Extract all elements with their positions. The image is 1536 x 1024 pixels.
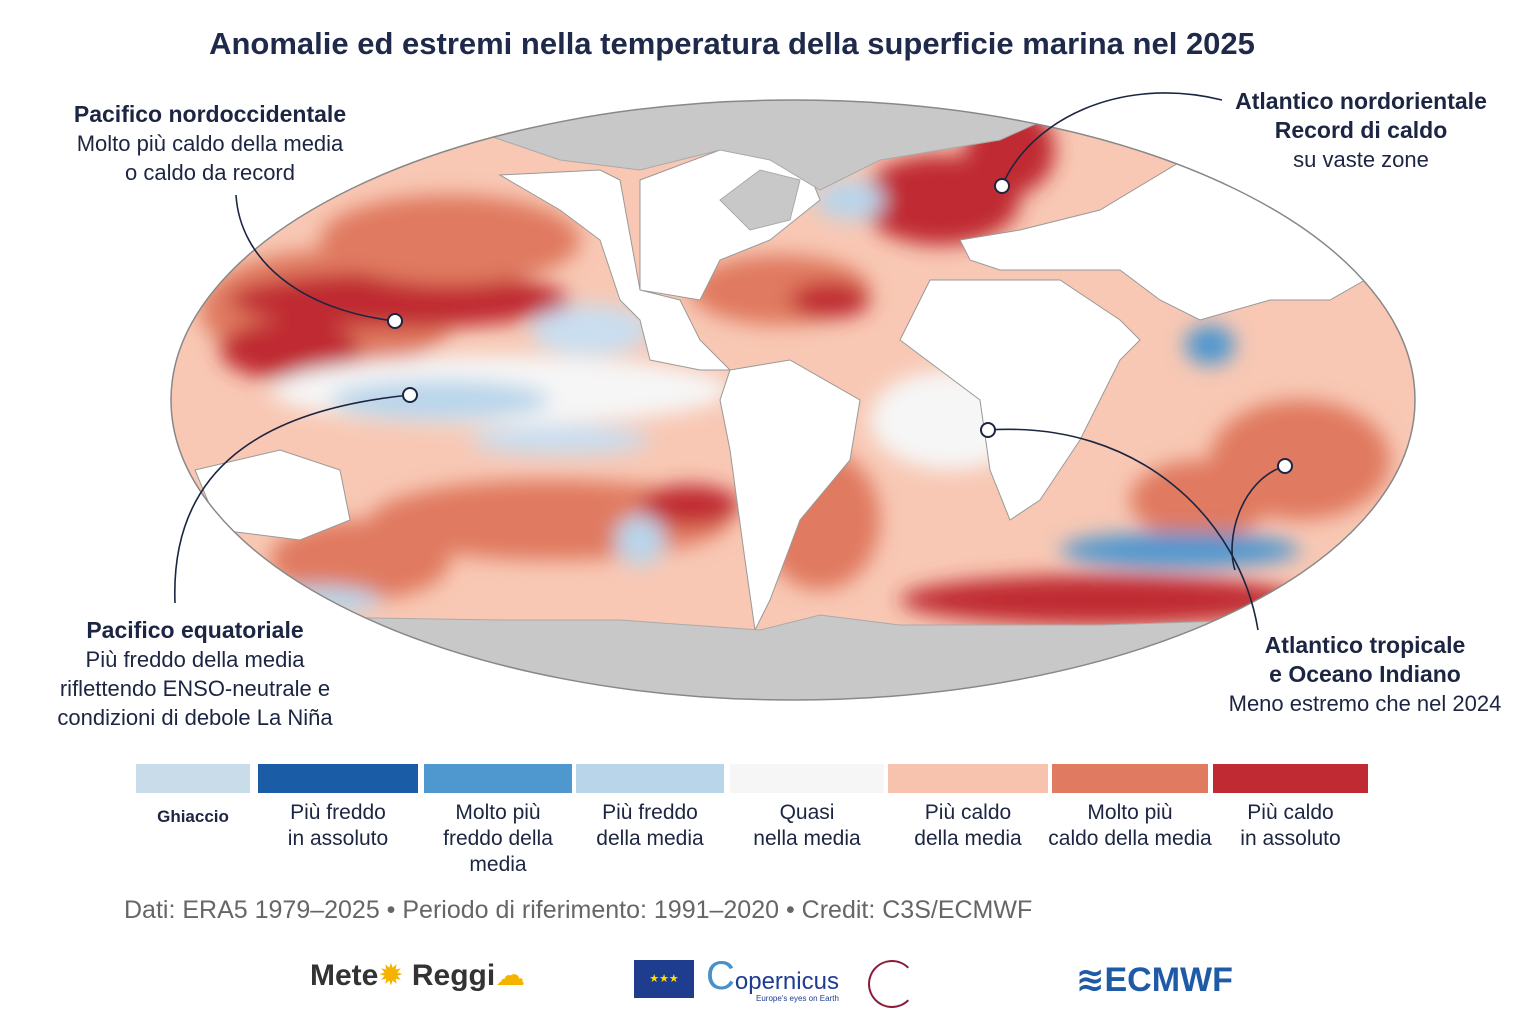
legend-swatch	[730, 764, 884, 793]
legend-swatch	[258, 764, 418, 793]
meteoreggio-logo: Mete✹ Reggi☁	[310, 958, 525, 993]
legend-label-line: Ghiaccio	[157, 807, 229, 826]
annotation-heading: Atlantico tropicale	[1264, 632, 1466, 658]
page-title: Anomalie ed estremi nella temperatura de…	[209, 26, 1255, 61]
ecmwf-logo: ≋ECMWF	[1076, 960, 1233, 1000]
legend-label-line: media	[469, 853, 527, 876]
marker-pacifico-nordoccidentale	[387, 313, 403, 329]
legend-label: Molto più caldo della media	[1042, 800, 1218, 852]
legend-label: Più freddo della media	[566, 800, 734, 852]
annotation-text: riflettendo ENSO-neutrale e	[59, 676, 331, 701]
annotation-pacifico-equatoriale: Pacifico equatoriale Più freddo della me…	[40, 616, 350, 732]
legend-label: Più caldo in assoluto	[1203, 800, 1378, 852]
logo-text: opernicus	[734, 968, 839, 995]
marker-pacifico-equatoriale	[402, 387, 418, 403]
marker-oceano-indiano	[1277, 458, 1293, 474]
copernicus-logo: Copernicus Europe's eyes on Earth	[706, 954, 839, 1003]
legend-swatch	[576, 764, 724, 793]
annotation-text: o caldo da record	[125, 160, 295, 185]
ecmwf-wave-icon: ≋	[1076, 961, 1105, 999]
c3s-logo	[868, 960, 916, 1008]
legend-label: Più caldo della media	[878, 800, 1058, 852]
legend-label-line: Più caldo	[924, 801, 1012, 824]
globe-outline	[170, 99, 1416, 701]
logo-text: C	[706, 954, 735, 998]
logos-row: Mete✹ Reggi☁ ★★★ Copernicus Europe's eye…	[0, 950, 1536, 1020]
legend-label-line: Molto più	[1087, 801, 1173, 824]
legend-swatch	[136, 764, 250, 793]
annotation-subheading: e Oceano Indiano	[1269, 661, 1461, 687]
legend-label-line: Più freddo	[602, 801, 698, 824]
logo-text: Mete	[310, 959, 379, 992]
annotation-text: Molto più caldo della media	[76, 131, 344, 156]
annotation-text: su vaste zone	[1293, 147, 1429, 172]
annotation-atlantico-tropicale: Atlantico tropicale e Oceano Indiano Men…	[1220, 631, 1510, 718]
marker-atlantico-nordorientale	[994, 178, 1010, 194]
legend-swatch	[888, 764, 1048, 793]
sun-cloud-icon: ☁	[495, 959, 526, 992]
legend-swatch	[1052, 764, 1208, 793]
legend-label-line: Più caldo	[1247, 801, 1334, 824]
annotation-heading: Atlantico nordorientale	[1235, 88, 1487, 114]
annotation-text: Più freddo della media	[85, 647, 305, 672]
callout-lines	[174, 92, 1286, 631]
credit-text: Dati: ERA5 1979–2025 • Periodo di riferi…	[124, 896, 1033, 924]
legend-label: Ghiaccio	[126, 804, 260, 830]
annotation-atlantico-nordorientale: Atlantico nordorientale Record di caldo …	[1216, 87, 1506, 174]
legend-label: Più freddo in assoluto	[248, 800, 428, 852]
annotation-text: Meno estremo che nel 2024	[1228, 691, 1502, 716]
legend-label: Quasi nella media	[720, 800, 894, 852]
annotation-heading: Pacifico nordoccidentale	[73, 101, 347, 127]
legend-label-line: Più freddo	[290, 801, 386, 824]
legend-label-line: in assoluto	[1240, 827, 1341, 850]
legend-label-line: della media	[914, 827, 1022, 850]
legend-label-line: freddo della	[443, 827, 553, 850]
annotation-pacifico-nordoccidentale: Pacifico nordoccidentale Molto più caldo…	[50, 100, 370, 187]
legend-label-line: Molto più	[455, 801, 541, 824]
logo-text: ECMWF	[1104, 961, 1233, 999]
logo-text: Europe's eyes on Earth	[756, 994, 839, 1003]
annotation-subheading: Record di caldo	[1274, 117, 1448, 143]
sun-icon: ✹	[378, 959, 404, 992]
logo-text: Reggi	[411, 959, 496, 992]
legend-label-line: in assoluto	[287, 827, 389, 850]
legend-label: Molto più freddo della media	[414, 800, 582, 878]
legend-label-line: Quasi	[779, 801, 835, 824]
marker-atlantico-tropicale	[980, 422, 996, 438]
legend-label-line: caldo della media	[1048, 827, 1212, 850]
eu-flag-icon: ★★★	[634, 960, 694, 998]
legend-swatch	[424, 764, 572, 793]
legend-label-line: nella media	[753, 827, 861, 850]
legend-swatch	[1213, 764, 1368, 793]
legend-label-line: della media	[596, 827, 704, 850]
annotation-heading: Pacifico equatoriale	[86, 617, 304, 643]
anomaly-field	[200, 105, 1390, 625]
annotation-text: condizioni di debole La Niña	[57, 705, 333, 730]
